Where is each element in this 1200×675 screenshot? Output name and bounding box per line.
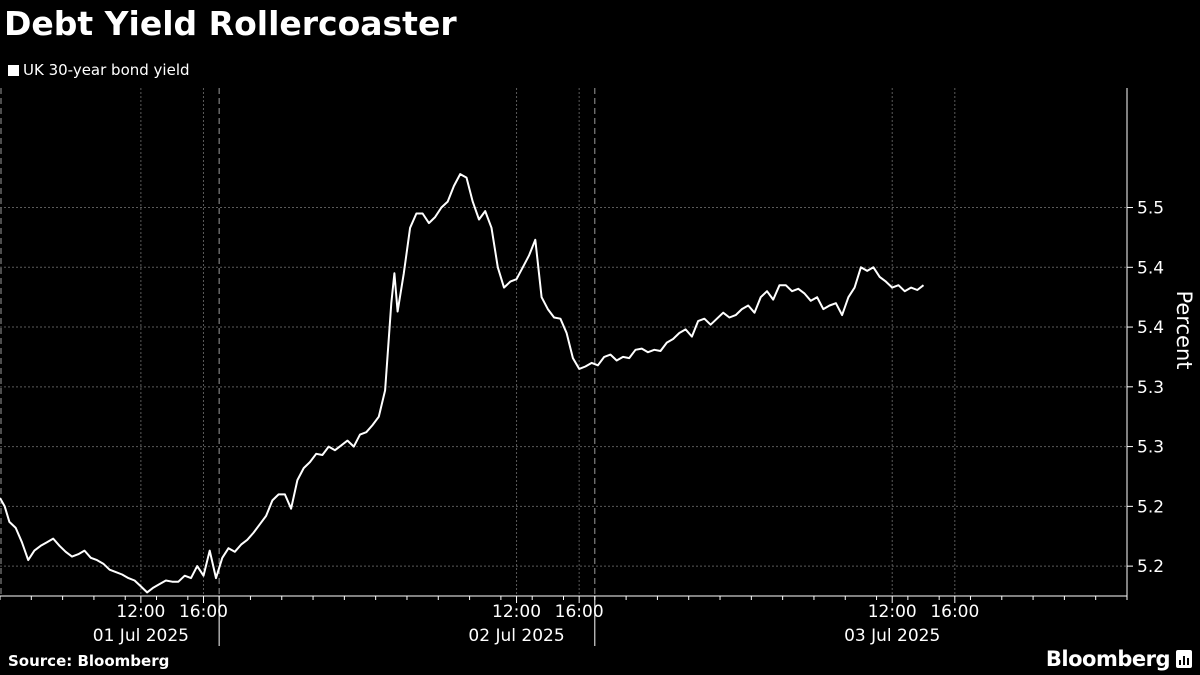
series-line <box>0 173 925 594</box>
y-tick-label: 5.3 <box>1137 378 1164 398</box>
x-day-label: 03 Jul 2025 <box>844 626 940 646</box>
legend: UK 30-year bond yield <box>8 61 190 79</box>
brand-name: Bloomberg <box>1045 647 1171 671</box>
legend-swatch <box>8 64 19 76</box>
x-day-label: 01 Jul 2025 <box>93 626 189 646</box>
y-tick-label: 5.4 <box>1137 318 1164 338</box>
legend-label: UK 30-year bond yield <box>23 61 190 79</box>
chart-title: Debt Yield Rollercoaster <box>4 4 457 43</box>
x-tick-label: 16:00 <box>930 602 979 622</box>
x-tick-label: 12:00 <box>492 602 541 622</box>
x-tick-label: 12:00 <box>116 602 165 622</box>
y-axis-label: Percent <box>1172 290 1196 369</box>
source-note: Source: Bloomberg <box>8 652 170 670</box>
y-tick-label: 5.5 <box>1137 199 1164 219</box>
x-tick-label: 12:00 <box>868 602 917 622</box>
y-tick-label: 5.3 <box>1137 438 1164 458</box>
y-tick-label: 5.2 <box>1137 557 1164 577</box>
x-tick-label: 16:00 <box>555 602 604 622</box>
y-tick-label: 5.2 <box>1137 497 1164 517</box>
bloomberg-chart-icon <box>1176 650 1192 668</box>
y-tick-label: 5.4 <box>1137 258 1164 278</box>
x-tick-label: 16:00 <box>179 602 228 622</box>
brand-logo: Bloomberg <box>1046 647 1192 671</box>
x-day-label: 02 Jul 2025 <box>468 626 564 646</box>
